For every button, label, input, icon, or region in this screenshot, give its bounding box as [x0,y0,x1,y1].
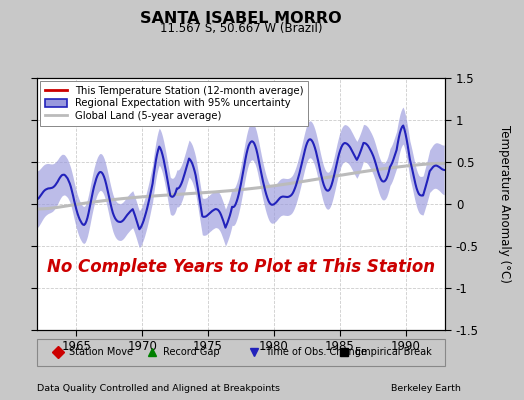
Text: 11.567 S, 50.667 W (Brazil): 11.567 S, 50.667 W (Brazil) [160,22,322,35]
Y-axis label: Temperature Anomaly (°C): Temperature Anomaly (°C) [498,125,511,283]
Text: Empirical Break: Empirical Break [355,347,431,358]
Text: Berkeley Earth: Berkeley Earth [391,384,461,393]
Text: Data Quality Controlled and Aligned at Breakpoints: Data Quality Controlled and Aligned at B… [37,384,280,393]
Text: Record Gap: Record Gap [162,347,219,358]
Legend: This Temperature Station (12-month average), Regional Expectation with 95% uncer: This Temperature Station (12-month avera… [40,81,308,126]
Text: Station Move: Station Move [69,347,133,358]
Text: SANTA ISABEL MORRO: SANTA ISABEL MORRO [140,11,342,26]
Text: No Complete Years to Plot at This Station: No Complete Years to Plot at This Statio… [47,258,435,276]
Text: Time of Obs. Change: Time of Obs. Change [265,347,367,358]
